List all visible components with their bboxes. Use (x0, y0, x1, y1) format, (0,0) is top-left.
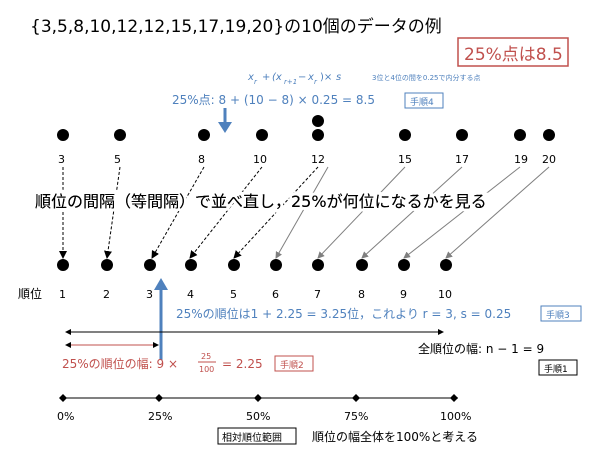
rank-number: 8 (358, 288, 365, 301)
step2-prefix: 25%の順位の幅: 9 × (62, 356, 178, 371)
rank-dot (270, 259, 282, 271)
percent-label: 50% (246, 410, 270, 423)
percent-label: 100% (440, 410, 471, 423)
percent-label: 0% (57, 410, 74, 423)
step1-label: 手順1 (544, 363, 568, 375)
rank-number: 7 (314, 288, 321, 301)
data-value: 5 (114, 153, 121, 166)
rank-number: 9 (400, 288, 407, 301)
step4-text: 25%点: 8 + (10 − 8) × 0.25 = 8.5 (172, 93, 375, 107)
data-value: 3 (58, 153, 65, 166)
percent-scale (59, 394, 458, 402)
scale-tick (450, 394, 458, 402)
result-box-text: 25%点は8.5 (464, 45, 563, 65)
data-dot (543, 129, 555, 141)
step3-label: 手順3 (546, 309, 570, 321)
rank-position-arrow (154, 278, 168, 360)
formula-sub-r1: r+1 (284, 78, 297, 86)
rank-number: 3 (146, 288, 153, 301)
page-title: {3,5,8,10,12,12,15,17,19,20}の10個のデータの例 (30, 16, 442, 37)
rank-number: 6 (272, 288, 279, 301)
data-value: 15 (398, 153, 412, 166)
data-value-labels: 3 5 8 10 12 15 17 19 20 (58, 153, 556, 166)
data-value: 10 (253, 153, 267, 166)
formula-note: 3位と4位の間を0.25で内分する点 (372, 73, 481, 82)
rank-dot (185, 259, 197, 271)
data-dot (312, 129, 324, 141)
bottom-note: 順位の幅全体を100%と考える (312, 429, 478, 444)
formula-s: s (336, 72, 341, 83)
rank-number: 5 (230, 288, 237, 301)
total-rank-text: 全順位の幅: n − 1 = 9 (418, 341, 544, 356)
formula-sub-r: r (254, 78, 258, 86)
percent-label: 25% (148, 410, 172, 423)
interpolation-formula: x r + (x r+1 − x r )× s (247, 72, 341, 86)
rank-number: 1 (59, 288, 66, 301)
step4-label-box (404, 92, 444, 109)
data-dot (399, 129, 411, 141)
rank-dot (356, 259, 368, 271)
data-dot (57, 129, 69, 141)
step3-text: 25%の順位は1 + 2.25 = 3.25位，これより r = 3, s = … (176, 306, 511, 321)
formula-plus: + (262, 72, 270, 83)
rank-dots (57, 259, 452, 271)
step2-result: = 2.25 (222, 357, 263, 371)
step2-label: 手順2 (280, 359, 304, 371)
scale-tick (59, 394, 67, 402)
rank-dot (228, 259, 240, 271)
rank-dot (440, 259, 452, 271)
rank-number: 4 (187, 288, 194, 301)
rank-label: 順位 (18, 286, 42, 301)
scale-tick (254, 394, 262, 402)
data-dot (312, 115, 324, 127)
rank-dot (398, 259, 410, 271)
rank-dot (57, 259, 69, 271)
data-value: 8 (198, 153, 205, 166)
step3-label-box (540, 305, 582, 322)
data-dots (57, 115, 555, 141)
section-heading-text: 順位の間隔（等間隔）で並べ直し，25%が何位になるかを見る (35, 192, 487, 211)
step2-denominator: 100 (199, 365, 214, 374)
data-dot (256, 129, 268, 141)
step1-label-box (538, 359, 578, 376)
scale-tick (155, 394, 163, 402)
data-dot (456, 129, 468, 141)
percent-labels: 0% 25% 50% 75% 100% (57, 410, 471, 423)
data-value: 12 (311, 153, 325, 166)
position-arrow (218, 108, 232, 133)
step2-label-box (274, 355, 314, 372)
step4-label: 手順4 (410, 96, 434, 108)
section-heading: 順位の間隔（等間隔）で並べ直し，25%が何位になるかを見る (35, 192, 487, 211)
formula-minus: − (298, 72, 306, 83)
mapping-arrows (59, 166, 550, 259)
data-value: 19 (514, 153, 528, 166)
formula-tail: )× (320, 72, 332, 83)
relative-rank-label: 相対順位範囲 (222, 431, 282, 444)
rank-number: 10 (438, 288, 452, 301)
data-dot (114, 129, 126, 141)
data-value: 17 (455, 153, 469, 166)
rank-number: 2 (103, 288, 110, 301)
step2-numerator: 25 (201, 352, 211, 361)
data-value: 20 (542, 153, 556, 166)
scale-tick (352, 394, 360, 402)
percent-label: 75% (344, 410, 368, 423)
rank-dot (101, 259, 113, 271)
rank-dot (312, 259, 324, 271)
formula-x: x (247, 72, 254, 83)
formula-paren: (x (272, 72, 282, 83)
formula-sub-r2: r (314, 78, 318, 86)
data-dot (198, 129, 210, 141)
data-dot (514, 129, 526, 141)
result-box (457, 37, 569, 67)
relative-rank-box (217, 427, 297, 445)
rank-numbers: 1 2 3 4 5 6 7 8 9 10 (59, 288, 452, 301)
rank-dot (144, 259, 156, 271)
formula-x2: x (307, 72, 314, 83)
